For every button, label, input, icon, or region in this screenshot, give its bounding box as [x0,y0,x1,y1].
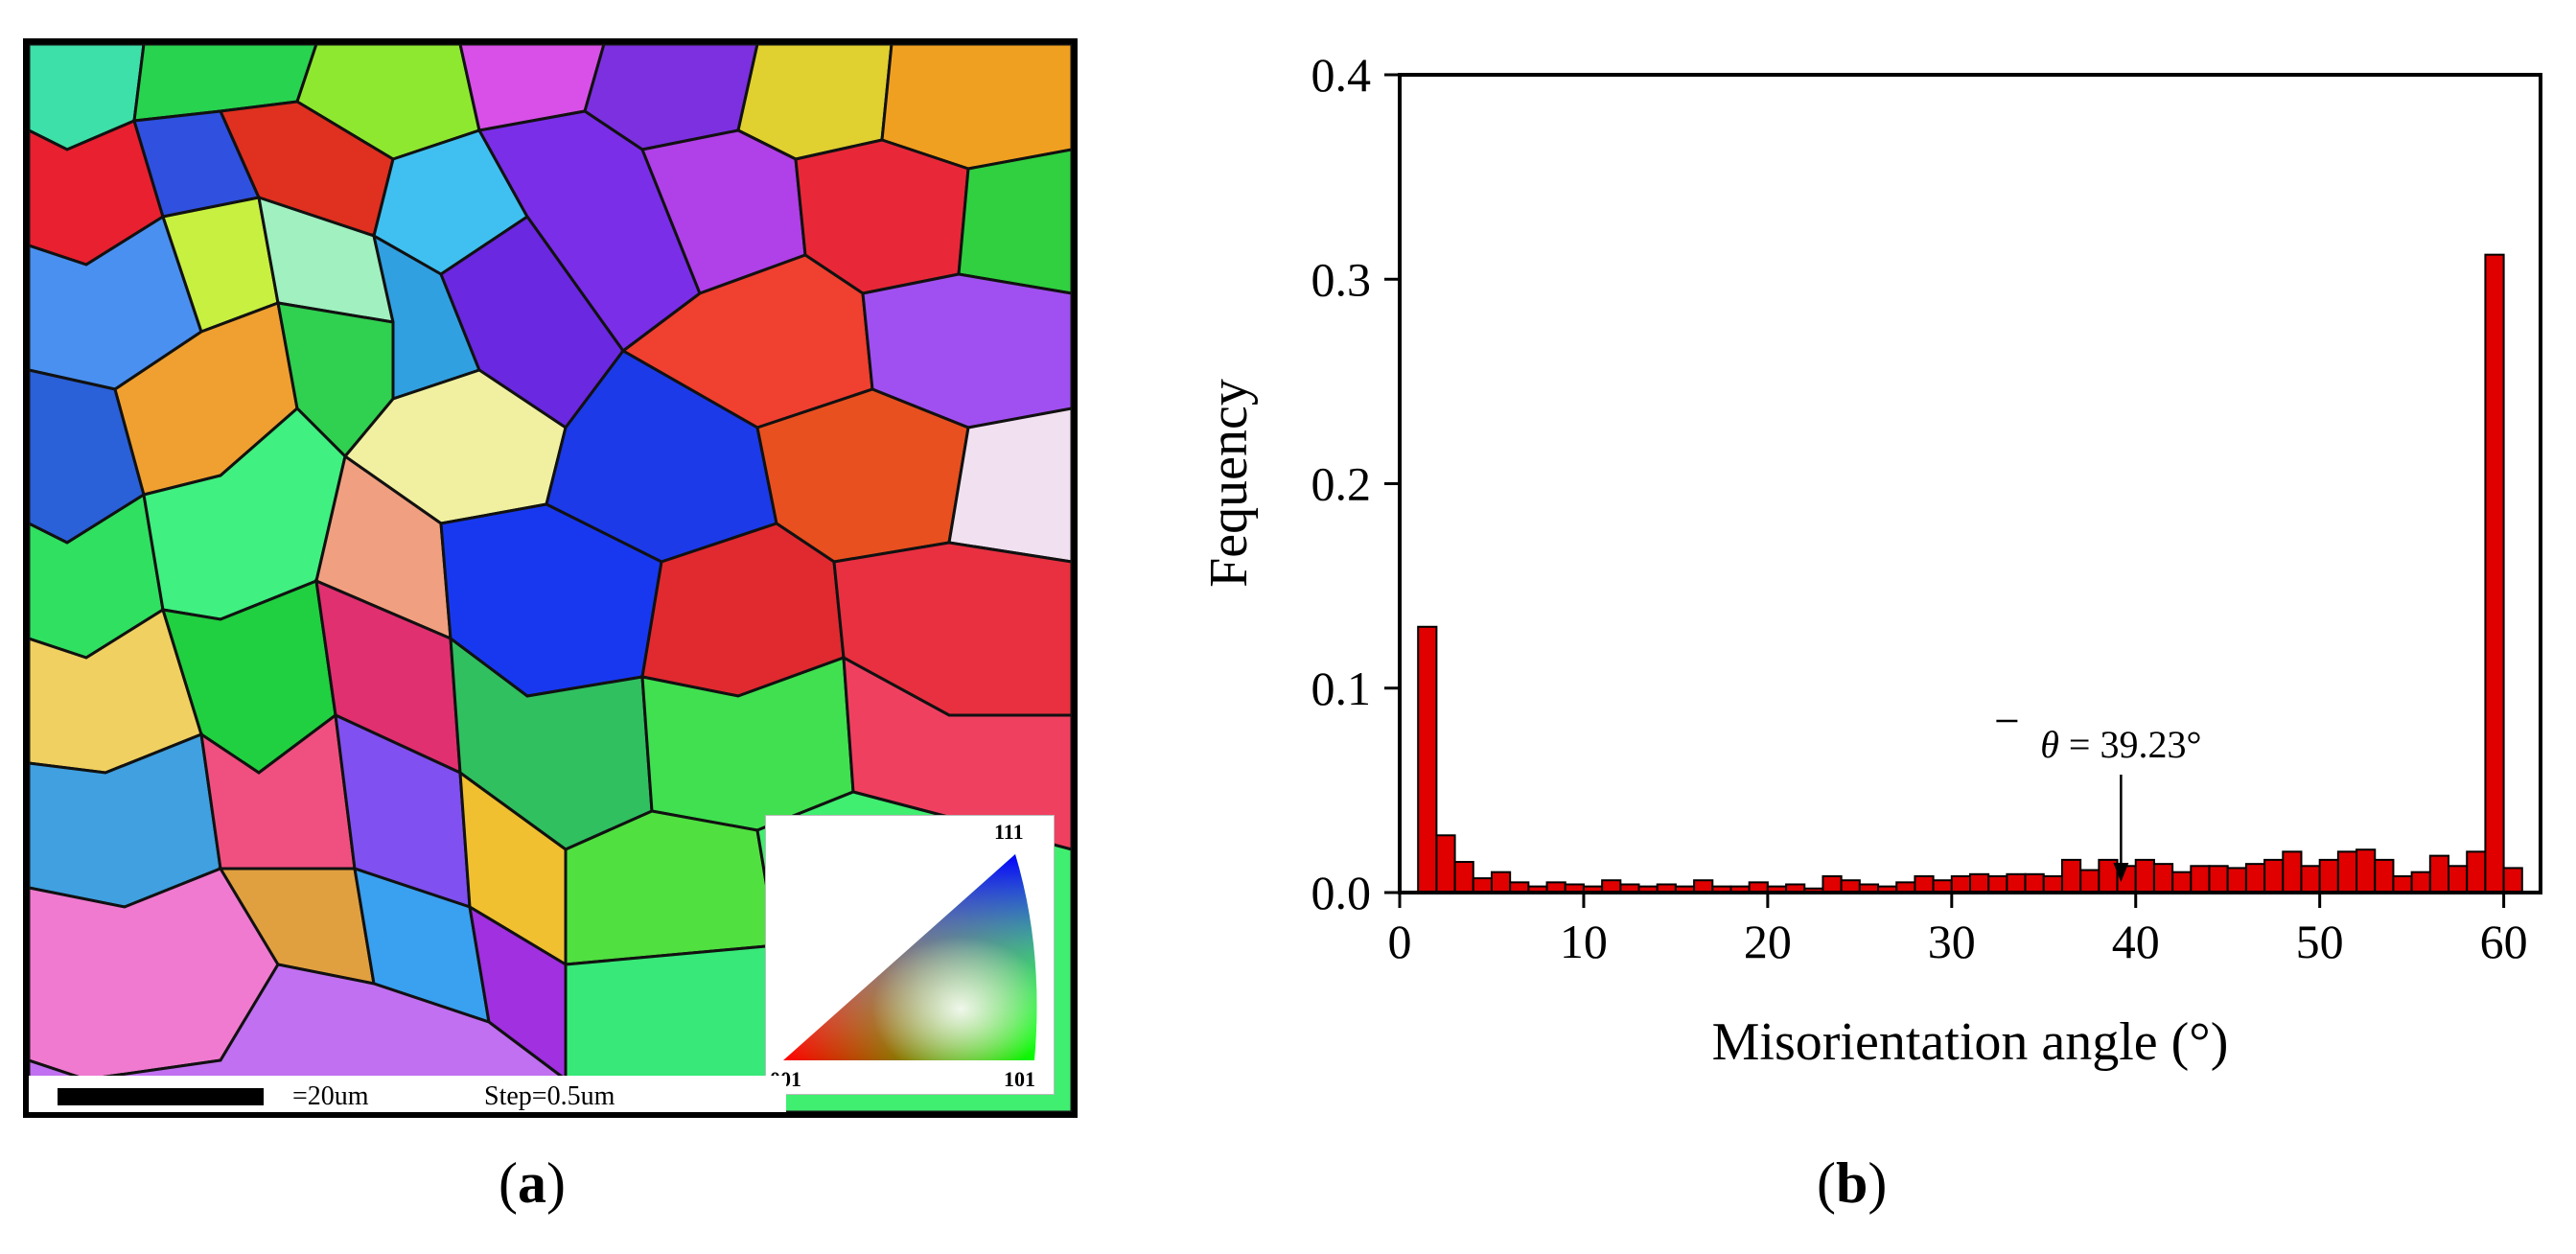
caption-b-letter: b [1835,1151,1868,1215]
histogram-bar [2502,867,2523,894]
misorientation-histogram: 0 10 20 30 40 50 60 0.0 0.1 0.2 0.3 0.4 Misorienta… [1199,48,2542,1072]
histogram-bars [1417,253,2523,894]
histogram-bar [1914,874,1935,894]
histogram-bar [1453,861,1474,894]
x-tick-label: 0 [1388,915,1412,968]
y-tick-label: 0.2 [1311,457,1372,511]
histogram-bar [2392,874,2413,894]
ebsd-grain-map [29,44,1072,1112]
x-tick-label: 60 [2480,915,2528,968]
mean-angle-arrowhead [2113,863,2129,882]
histogram-bar [2079,869,2100,894]
x-tick-label: 10 [1560,915,1608,968]
y-tick-label: 0.0 [1311,866,1372,919]
histogram-bar [2428,854,2450,894]
caption-b-close: ) [1868,1151,1888,1215]
histogram-bar [2318,858,2339,894]
y-tick-label: 0.4 [1311,48,1372,102]
histogram-bar [1490,871,1512,894]
histogram-bar [2208,865,2229,894]
y-axis-label: Fequency [1199,379,1259,588]
x-tick-label: 30 [1928,915,1976,968]
histogram-bar [2410,871,2431,894]
y-tick-label: 0.3 [1311,252,1372,306]
histogram-bar [2042,874,2063,894]
histogram-bar [2190,865,2211,894]
histogram-bar [2024,872,2045,894]
histogram-bar [2226,867,2247,894]
histogram-bar [2282,850,2303,894]
plot-frame [1398,73,2542,894]
y-tick-label: 0.1 [1311,662,1372,715]
caption-a-letter: a [517,1151,546,1215]
histogram-bar [2006,872,2027,894]
histogram-bar [2152,863,2174,894]
histogram-bar [1417,625,1438,894]
x-tick-label: 20 [1744,915,1792,968]
mean-angle-annotation: θ = 39.23° [1996,719,2201,882]
histogram-bar [1987,874,2008,894]
caption-b: (b) [1817,1150,1887,1217]
scalebar-strip: =20um Step=0.5um [29,1076,786,1112]
scale-bar [58,1088,264,1105]
ebsd-ipf-map-panel: 111 001 101 =20um Step=0.5um [23,38,1078,1118]
x-tick-label: 40 [2112,915,2160,968]
histogram-bar [2244,863,2266,894]
histogram-bar [2374,858,2395,894]
mean-angle-label: θ = 39.23° [2040,723,2201,766]
histogram-bar [2484,253,2505,894]
histogram-bar [2171,871,2193,894]
caption-a-open: ( [499,1151,518,1215]
step-size-label: Step=0.5um [484,1081,615,1111]
histogram-bar [2466,850,2487,894]
theta-symbol: θ [2040,723,2059,766]
histogram-bar [1472,877,1493,894]
histogram-bar [2300,865,2321,894]
histogram-bar [2448,865,2469,894]
ipf-triangle [783,854,1037,1060]
mean-angle-value: = 39.23° [2059,723,2202,766]
ipf-label-111: 111 [994,820,1024,844]
histogram-bar [1435,834,1456,894]
histogram-bar [2356,848,2377,894]
ipf-label-101: 101 [1004,1067,1035,1091]
caption-b-open: ( [1817,1151,1836,1215]
caption-a: (a) [499,1150,566,1217]
scale-label: =20um [292,1081,369,1111]
histogram-bar [2060,858,2082,894]
histogram-bar [2134,858,2155,894]
histogram-bar [1822,874,1843,894]
x-tick-label: 50 [2296,915,2344,968]
histogram-bar [1950,874,1972,894]
histogram-bar [2336,850,2358,894]
ipf-color-key: 111 001 101 [765,815,1055,1095]
x-axis-ticks: 0 10 20 30 40 50 60 [1388,893,2528,968]
x-axis-label: Misorientation angle (°) [1712,1012,2229,1072]
caption-a-close: ) [545,1151,566,1215]
grain-cells [29,44,1072,1112]
histogram-bar [1969,872,1990,894]
histogram-bar [2263,858,2285,894]
y-axis-ticks: 0.0 0.1 0.2 0.3 0.4 [1311,48,1400,919]
